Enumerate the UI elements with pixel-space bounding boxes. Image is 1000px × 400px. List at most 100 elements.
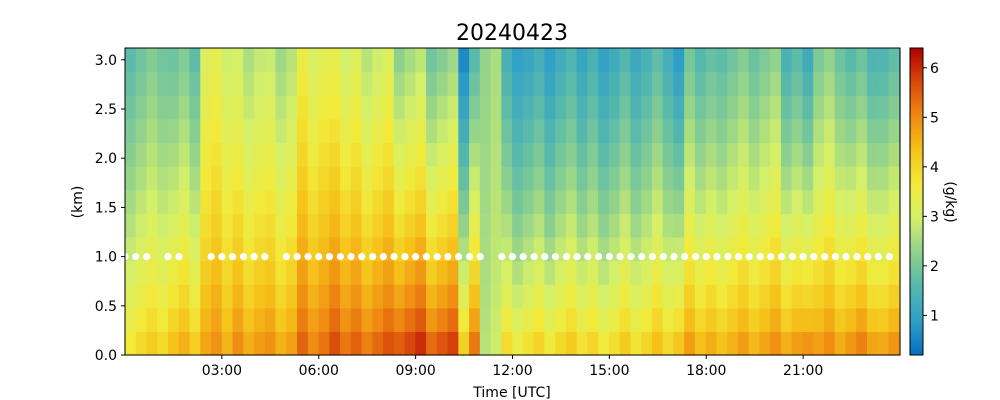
marker-point: [777, 253, 786, 261]
heatmap-cell: [727, 307, 739, 332]
heatmap-cell: [813, 260, 825, 285]
marker-point: [454, 253, 463, 261]
heatmap-cell: [254, 118, 266, 144]
heatmap-cell: [651, 213, 664, 238]
heatmap-cell: [307, 189, 320, 214]
heatmap-cell: [587, 236, 599, 262]
heatmap-cell: [297, 95, 309, 120]
heatmap-cell: [759, 331, 771, 356]
heatmap-cell: [286, 284, 298, 309]
heatmap-cell: [619, 236, 631, 262]
heatmap-cell: [383, 71, 395, 96]
heatmap-cell: [662, 71, 675, 96]
heatmap-cell: [189, 189, 201, 214]
heatmap-cell: [447, 95, 459, 120]
heatmap-cell: [254, 284, 266, 309]
heatmap-cell: [662, 236, 675, 262]
heatmap-cell: [415, 71, 427, 96]
heatmap-cell: [759, 48, 771, 73]
heatmap-cell: [243, 189, 255, 214]
heatmap-cell: [426, 236, 438, 262]
heatmap-cell: [125, 142, 137, 167]
heatmap-cell: [157, 48, 169, 73]
y-tick-label: 3.0: [95, 53, 117, 69]
heatmap-cell: [329, 118, 341, 144]
heatmap-cell: [608, 95, 621, 120]
heatmap-cell: [125, 260, 137, 285]
heatmap-cell: [189, 95, 201, 120]
heatmap-cell: [329, 189, 341, 214]
heatmap-cell: [856, 166, 868, 191]
heatmap-cell: [264, 48, 277, 73]
heatmap-cell: [275, 189, 287, 214]
heatmap-cell: [823, 213, 836, 238]
heatmap-cell: [232, 166, 244, 191]
heatmap-cell: [737, 307, 750, 332]
heatmap-cell: [770, 166, 782, 191]
heatmap-cell: [275, 118, 287, 144]
heatmap-cell: [426, 189, 438, 214]
marker-point: [724, 253, 732, 261]
heatmap-cell: [404, 284, 416, 309]
heatmap-cell: [286, 142, 298, 167]
heatmap-cell: [587, 118, 599, 144]
heatmap-cell: [512, 307, 524, 332]
heatmap-cell: [447, 118, 459, 144]
heatmap-cell: [737, 331, 750, 356]
heatmap-cell: [673, 236, 685, 262]
heatmap-cell: [232, 71, 244, 96]
heatmap-cell: [243, 284, 255, 309]
heatmap-cell: [264, 118, 277, 144]
heatmap-cell: [189, 142, 201, 167]
heatmap-cell: [748, 142, 761, 167]
heatmap-cell: [393, 189, 406, 214]
heatmap-cell: [705, 307, 718, 332]
heatmap-cell: [243, 71, 255, 96]
marker-point: [519, 253, 527, 261]
marker-point: [648, 253, 656, 261]
heatmap-cell: [232, 142, 244, 167]
heatmap-cell: [576, 260, 588, 285]
heatmap-cell: [264, 189, 277, 214]
heatmap-cell: [877, 260, 890, 285]
heatmap-cell: [479, 307, 492, 332]
heatmap-cell: [383, 48, 395, 73]
heatmap-cell: [340, 142, 352, 167]
heatmap-cell: [544, 142, 556, 167]
heatmap-cell: [447, 166, 459, 191]
heatmap-cell: [329, 48, 341, 73]
heatmap-cell: [168, 213, 180, 238]
marker-point: [325, 253, 334, 261]
heatmap-cell: [866, 71, 879, 96]
marker-point: [261, 253, 269, 261]
marker-point: [358, 253, 366, 261]
heatmap-cell: [469, 71, 481, 96]
heatmap-cell: [393, 307, 406, 332]
heatmap-cell: [512, 331, 524, 356]
heatmap-cell: [329, 71, 341, 96]
heatmap-cell: [705, 118, 718, 144]
heatmap-cell: [598, 118, 610, 144]
heatmap-cell: [168, 331, 180, 356]
heatmap-cell: [404, 236, 416, 262]
heatmap-cell: [587, 166, 599, 191]
marker-point: [336, 253, 344, 261]
heatmap-cell: [318, 48, 330, 73]
heatmap-cell: [512, 189, 524, 214]
heatmap-cell: [458, 71, 470, 96]
heatmap-cell: [501, 71, 513, 96]
marker-point: [734, 253, 743, 261]
heatmap-cell: [770, 95, 782, 120]
heatmap-cell: [372, 118, 384, 144]
marker-point: [444, 253, 452, 261]
heatmap-cell: [501, 95, 513, 120]
heatmap-cell: [490, 48, 502, 73]
heatmap-cell: [533, 95, 545, 120]
heatmap-cell: [479, 213, 492, 238]
heatmap-cell: [780, 166, 793, 191]
heatmap-cell: [780, 142, 793, 167]
heatmap-cell: [694, 260, 707, 285]
heatmap-cell: [565, 166, 578, 191]
heatmap-cell: [211, 236, 223, 262]
heatmap-cell: [372, 236, 384, 262]
